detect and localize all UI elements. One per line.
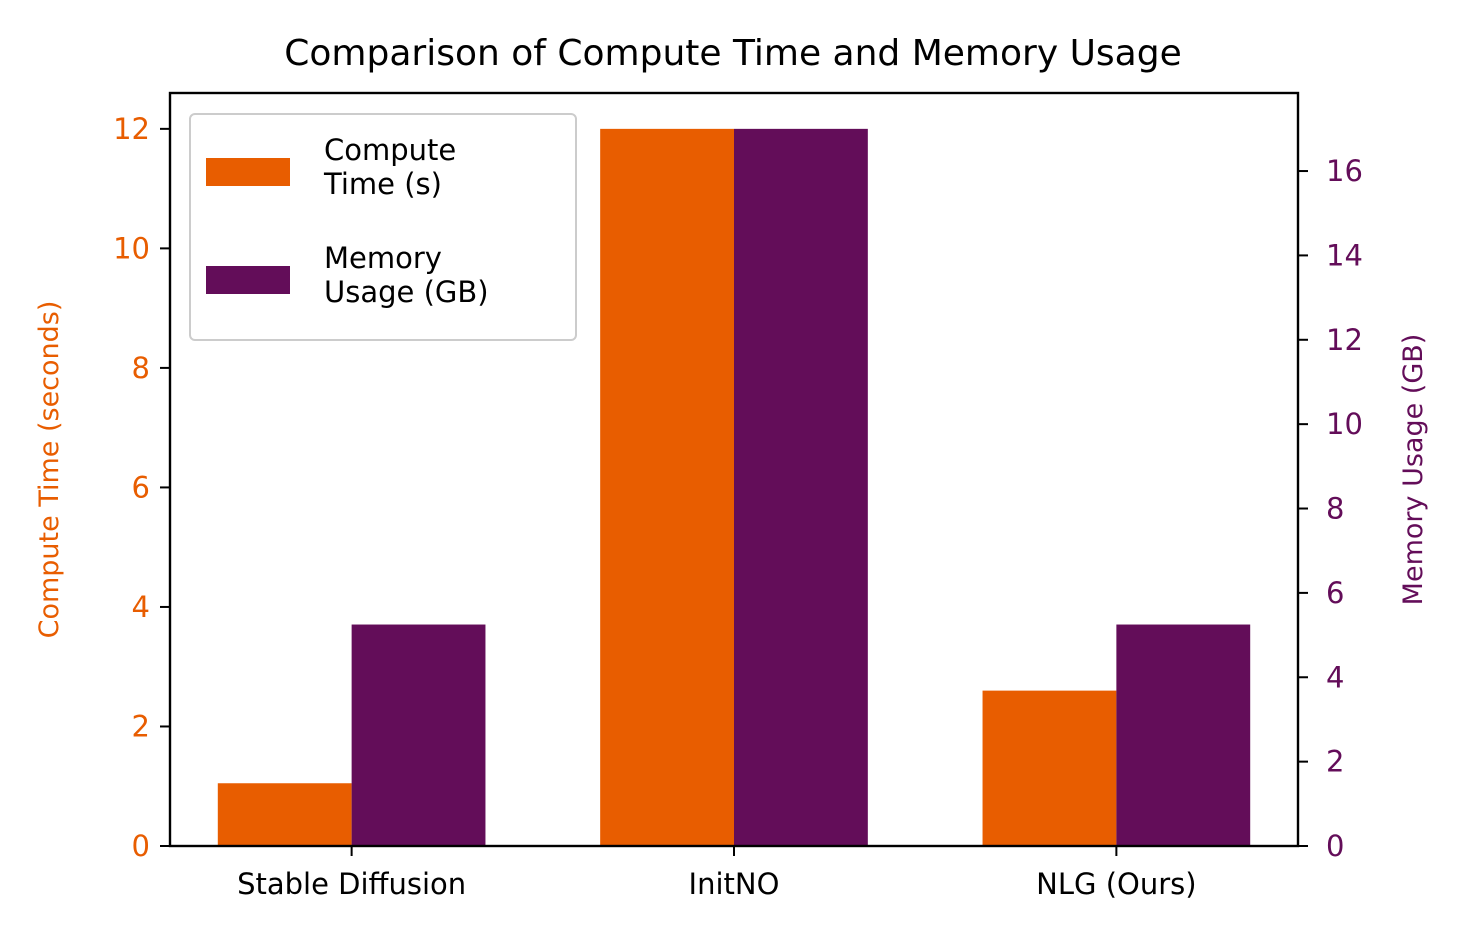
bar-compute-time-s-stable-diffusion <box>217 783 352 846</box>
left-tick-label: 8 <box>132 351 150 385</box>
left-tick-label: 12 <box>113 112 150 146</box>
right-tick-label: 10 <box>1326 407 1363 441</box>
x-tick-label-nlg-ours: NLG (Ours) <box>1036 867 1196 901</box>
right-tick-label: 2 <box>1326 745 1344 779</box>
bars-group <box>217 128 1251 846</box>
bar-memory-usage-gb-initno <box>734 128 868 846</box>
y-left-axis-label: Compute Time (seconds) <box>34 301 65 639</box>
x-tick-label-initno: InitNO <box>689 867 780 901</box>
legend: Compute Time (s) Memory Usage (GB) <box>189 113 577 341</box>
bar-compute-time-s-nlg-ours <box>982 690 1117 846</box>
bar-compute-time-s-initno <box>600 128 734 846</box>
left-tick-label: 4 <box>132 590 150 624</box>
right-tick-label: 12 <box>1326 323 1363 357</box>
left-tick-label: 2 <box>132 709 150 743</box>
left-tick-label: 6 <box>132 470 150 504</box>
legend-label-memory-usage-gb: Memory Usage (GB) <box>324 241 489 309</box>
x-tick-label-stable-diffusion: Stable Diffusion <box>237 867 466 901</box>
right-tick-label: 6 <box>1326 576 1344 610</box>
right-tick-label: 16 <box>1326 154 1363 188</box>
y-right-axis-label: Memory Usage (GB) <box>1398 334 1429 606</box>
right-tick-label: 4 <box>1326 660 1344 694</box>
axes-group: 0 2 4 6 8 10 12 0 2 4 6 8 10 12 14 16 Stable Diffusion In… <box>34 91 1429 901</box>
legend-swatch-compute-time-s <box>206 158 290 186</box>
chart-title: Comparison of Compute Time and Memory Us… <box>284 33 1181 74</box>
right-tick-label: 8 <box>1326 492 1344 526</box>
legend-swatch-memory-usage-gb <box>206 266 290 294</box>
right-tick-label: 0 <box>1326 829 1344 863</box>
bar-memory-usage-gb-stable-diffusion <box>351 624 486 846</box>
legend-label-compute-time-s: Compute Time (s) <box>323 133 456 201</box>
right-tick-label: 14 <box>1326 238 1363 272</box>
left-tick-label: 10 <box>113 231 150 265</box>
bar-memory-usage-gb-nlg-ours <box>1116 624 1251 846</box>
left-tick-label: 0 <box>132 829 150 863</box>
